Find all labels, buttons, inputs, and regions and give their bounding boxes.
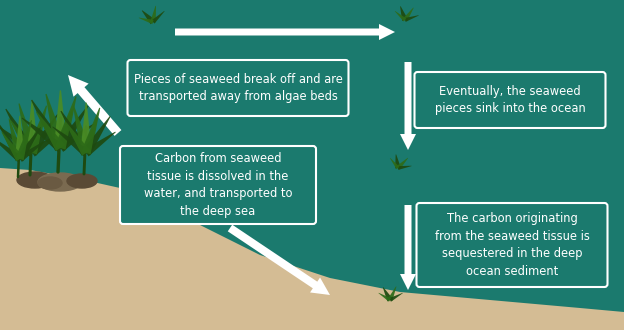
Polygon shape [0,125,35,156]
Ellipse shape [38,177,62,189]
Polygon shape [17,141,45,162]
Text: Carbon from seaweed
tissue is dissolved in the
water, and transported to
the dee: Carbon from seaweed tissue is dissolved … [144,152,292,218]
Polygon shape [1,132,23,161]
Polygon shape [81,108,100,154]
Polygon shape [15,116,25,159]
Polygon shape [73,106,91,154]
Polygon shape [26,100,38,153]
Polygon shape [16,120,32,160]
Polygon shape [0,168,624,330]
Polygon shape [395,11,406,21]
Polygon shape [82,119,97,154]
Polygon shape [9,118,24,160]
Polygon shape [175,24,395,40]
Polygon shape [54,90,67,148]
Polygon shape [389,293,402,302]
Polygon shape [150,6,156,22]
Ellipse shape [38,173,82,191]
Polygon shape [152,11,165,23]
Polygon shape [0,136,22,162]
Text: Eventually, the seaweed
pieces sink into the ocean: Eventually, the seaweed pieces sink into… [435,85,585,115]
Polygon shape [16,127,41,161]
Polygon shape [390,158,399,169]
Polygon shape [395,154,401,168]
Polygon shape [404,15,419,22]
Polygon shape [396,158,408,170]
Text: Pieces of seaweed break off and are
transported away from algae beds: Pieces of seaweed break off and are tran… [134,73,343,103]
Polygon shape [403,8,414,21]
FancyBboxPatch shape [127,60,348,116]
Polygon shape [22,117,64,152]
Polygon shape [16,130,29,160]
Polygon shape [46,94,66,149]
Polygon shape [139,17,154,24]
Polygon shape [10,120,36,156]
Polygon shape [27,106,47,154]
Polygon shape [52,126,89,156]
Polygon shape [6,109,37,156]
Ellipse shape [67,174,97,188]
FancyBboxPatch shape [414,72,605,128]
Polygon shape [80,103,92,153]
Polygon shape [30,131,63,156]
Polygon shape [379,293,391,302]
Polygon shape [65,121,90,156]
Polygon shape [68,75,122,136]
Polygon shape [84,132,115,156]
Polygon shape [142,10,155,24]
Ellipse shape [17,172,53,188]
Polygon shape [55,96,77,150]
Polygon shape [31,100,66,151]
Polygon shape [383,287,392,301]
FancyBboxPatch shape [416,203,608,287]
Polygon shape [56,110,73,149]
Polygon shape [36,112,65,151]
Polygon shape [28,114,58,156]
Polygon shape [0,123,24,161]
Polygon shape [228,225,330,295]
Polygon shape [397,166,412,170]
Polygon shape [57,124,94,152]
Polygon shape [82,116,110,155]
Text: The carbon originating
from the seaweed tissue is
sequestered in the deep
ocean : The carbon originating from the seaweed … [434,212,590,278]
Polygon shape [19,103,37,154]
Polygon shape [400,205,416,290]
Polygon shape [388,286,396,301]
Polygon shape [27,118,44,154]
Polygon shape [400,6,408,21]
Polygon shape [400,62,416,150]
Polygon shape [61,111,90,156]
Polygon shape [56,106,89,151]
FancyBboxPatch shape [120,146,316,224]
